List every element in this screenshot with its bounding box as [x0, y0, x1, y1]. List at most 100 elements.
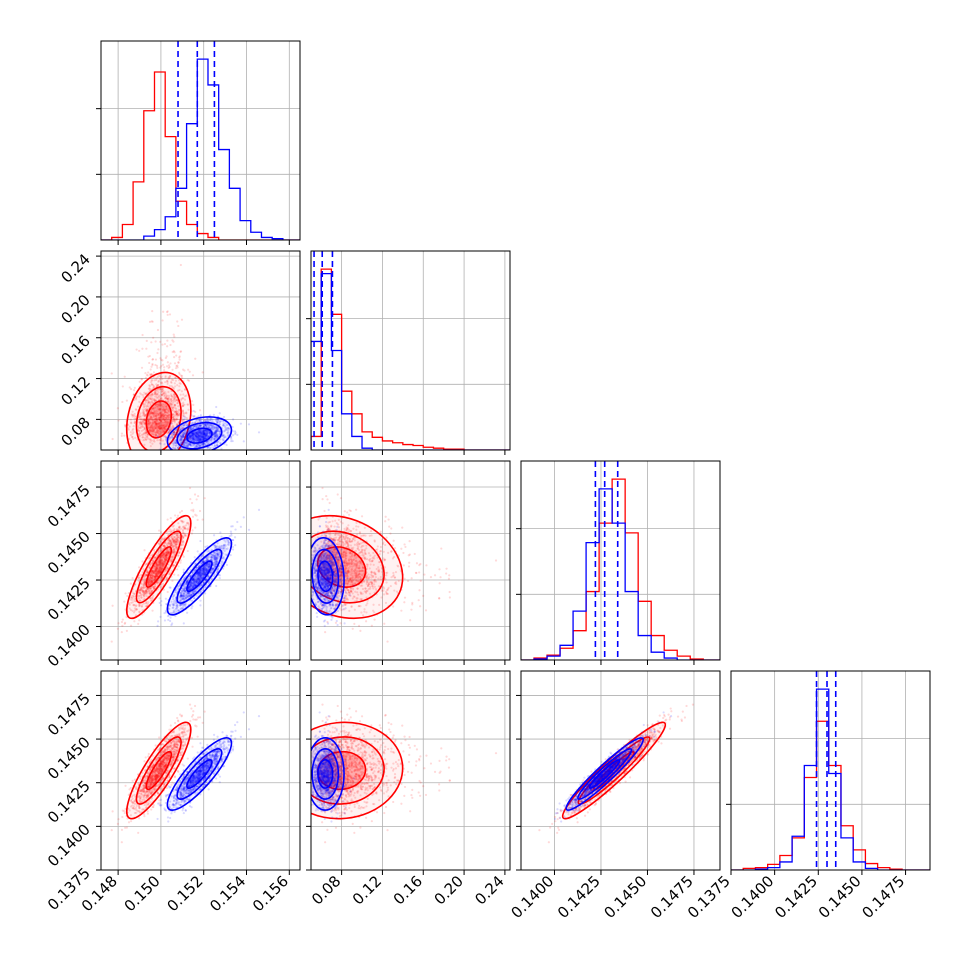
scatter-point [155, 422, 158, 425]
scatter-point [145, 347, 148, 350]
scatter-point [191, 433, 194, 436]
scatter-point [142, 412, 145, 416]
scatter-point [139, 426, 142, 429]
scatter-point [130, 413, 133, 416]
scatter-point [175, 364, 178, 368]
scatter-point [155, 419, 159, 422]
scatter-point [168, 413, 171, 417]
scatter-point [145, 408, 149, 412]
scatter-point [172, 378, 175, 382]
scatter-point [163, 611, 166, 615]
scatter-point [178, 388, 181, 392]
scatter-point [165, 405, 168, 409]
scatter-point [165, 425, 168, 428]
scatter-point [153, 398, 156, 401]
scatter-point [159, 376, 163, 379]
scatter-point [161, 405, 164, 408]
scatter-point [156, 375, 159, 379]
scatter-point [154, 427, 157, 430]
scatter-point [143, 418, 146, 421]
scatter-point [201, 451, 203, 453]
scatter-point [163, 434, 167, 438]
scatter-point [160, 404, 163, 407]
scatter-point [147, 387, 150, 390]
scatter-point [154, 424, 157, 427]
scatter-point [161, 428, 164, 431]
scatter-point [171, 425, 175, 428]
scatter-point [187, 428, 190, 431]
scatter-point [171, 350, 174, 354]
scatter-point [120, 434, 123, 437]
scatter-point [154, 426, 157, 429]
scatter-point [153, 427, 156, 430]
scatter-point [141, 411, 144, 414]
scatter-point [173, 431, 176, 434]
scatter-point [148, 422, 151, 425]
scatter-point [195, 434, 198, 438]
scatter-point [165, 404, 168, 408]
scatter-point [166, 411, 169, 414]
scatter-point [145, 373, 149, 376]
scatter-point [147, 420, 150, 423]
scatter-point [149, 429, 153, 433]
scatter-point [163, 416, 166, 419]
scatter-point [181, 404, 184, 407]
scatter-point [160, 394, 163, 397]
scatter-point [149, 426, 152, 429]
scatter-point [169, 427, 172, 430]
scatter-point [165, 424, 168, 427]
scatter-point [215, 430, 218, 433]
scatter-point [167, 376, 170, 379]
scatter-point [131, 415, 134, 418]
scatter-point [156, 389, 159, 392]
scatter-point [140, 378, 144, 381]
scatter-point [138, 395, 141, 398]
scatter-point [145, 409, 148, 412]
scatter-point [194, 458, 196, 460]
scatter-point [125, 399, 128, 402]
scatter-point [165, 396, 168, 399]
scatter-point [173, 351, 176, 354]
scatter-point [161, 393, 164, 396]
scatter-point [167, 394, 170, 397]
scatter-point [161, 408, 165, 411]
scatter-point [166, 398, 169, 401]
scatter-point [166, 414, 169, 418]
scatter-point [172, 409, 175, 412]
scatter-point [231, 433, 235, 437]
scatter-point [163, 405, 166, 408]
scatter-point [165, 310, 169, 314]
scatter-point [167, 421, 170, 425]
scatter-point [202, 438, 206, 441]
scatter-point [185, 411, 188, 414]
scatter-point [167, 390, 170, 394]
scatter-point [111, 437, 114, 441]
scatter-point [165, 395, 168, 398]
scatter-point [158, 377, 162, 381]
scatter-point [201, 435, 204, 438]
scatter-point [173, 410, 176, 413]
scatter-point [146, 374, 149, 377]
scatter-point [174, 414, 177, 417]
scatter-point [173, 419, 176, 422]
scatter-point [158, 420, 161, 424]
scatter-point [161, 417, 164, 420]
scatter-point [220, 447, 223, 450]
scatter-point [158, 413, 161, 417]
scatter-point [151, 362, 154, 366]
scatter-point [218, 412, 221, 415]
scatter-point [175, 412, 178, 415]
scatter-point [164, 421, 167, 424]
scatter-point [158, 401, 161, 404]
scatter-point [151, 411, 154, 414]
scatter-point [132, 431, 135, 434]
scatter-point [182, 419, 185, 422]
scatter-point [179, 511, 182, 514]
scatter-point [176, 414, 180, 417]
scatter-point [159, 408, 162, 411]
scatter-point [168, 384, 171, 387]
scatter-point [145, 399, 148, 402]
scatter-point [158, 408, 161, 411]
scatter-point [178, 428, 181, 432]
scatter-point [200, 451, 202, 453]
